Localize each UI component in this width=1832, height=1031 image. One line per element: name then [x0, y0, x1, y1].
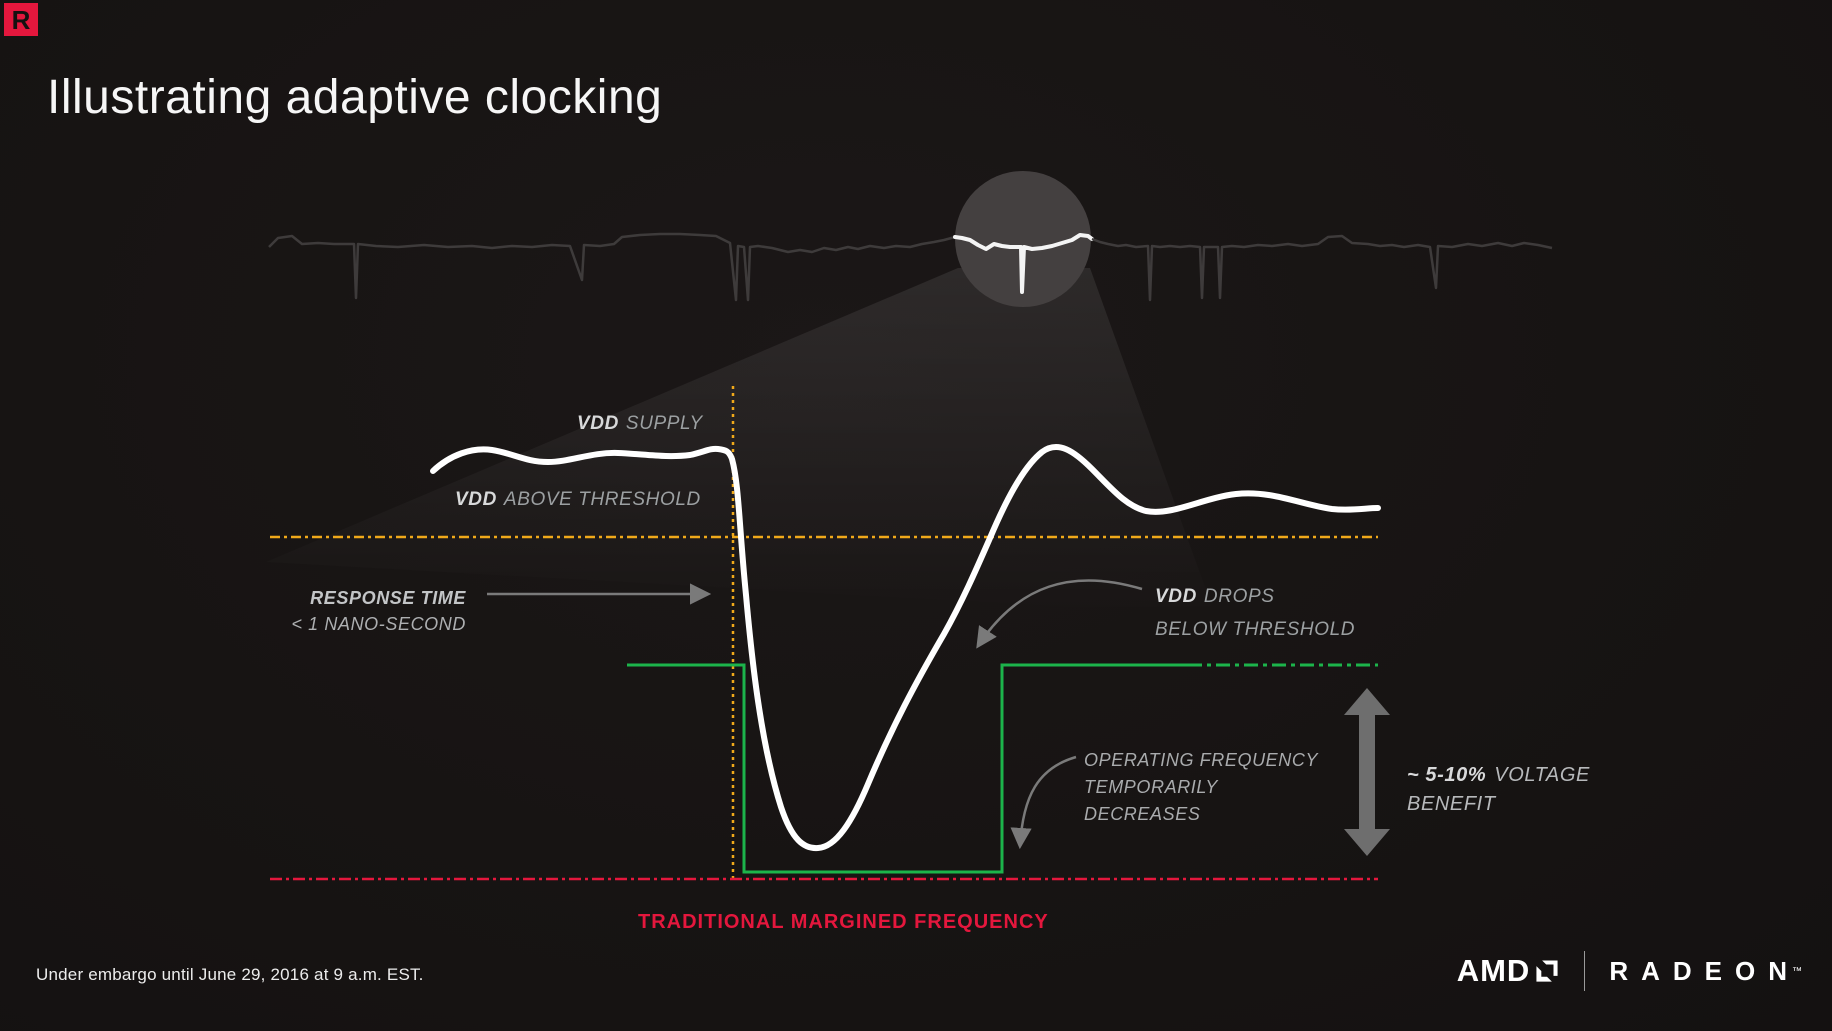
voltage-benefit-line2: BENEFIT: [1407, 793, 1496, 815]
operating-frequency-line2: TEMPORARILY: [1084, 777, 1218, 797]
embargo-notice: Under embargo until June 29, 2016 at 9 a…: [36, 965, 424, 984]
vdd-above-label-bold: VDD: [455, 489, 497, 510]
vdd-drops-label-rest: DROPS: [1203, 586, 1275, 607]
radeon-r-logo: R: [4, 3, 38, 36]
response-time-line1: RESPONSE TIME: [310, 588, 466, 608]
magnifier-circle: [955, 171, 1091, 307]
vdd-drops-arrow: [976, 579, 1143, 649]
voltage-benefit-label: ~ 5-10% VOLTAGE BENEFIT: [1407, 761, 1590, 819]
top-waveform-gray-left: [268, 232, 956, 302]
magnifier-beam: [266, 268, 1215, 615]
voltage-benefit-double-arrow: [1344, 688, 1390, 856]
voltage-benefit-bold: ~ 5-10%: [1407, 764, 1487, 786]
vdd-above-label-rest: ABOVE THRESHOLD: [503, 489, 701, 510]
vdd-drops-label-line2: BELOW THRESHOLD: [1155, 619, 1356, 640]
page-title: Illustrating adaptive clocking: [47, 71, 663, 124]
vdd-supply-label-rest: SUPPLY: [625, 413, 703, 434]
operating-frequency-label: OPERATING FREQUENCY TEMPORARILY DECREASE…: [1084, 747, 1318, 828]
traditional-margined-frequency-label: TRADITIONAL MARGINED FREQUENCY: [638, 911, 1049, 933]
vdd-drops-label-bold: VDD: [1155, 586, 1197, 607]
voltage-benefit-rest: VOLTAGE: [1494, 764, 1590, 786]
brand-divider: [1584, 951, 1586, 991]
top-waveform-gray-right: [1091, 234, 1553, 302]
vdd-supply-label: VDD SUPPLY: [577, 413, 703, 435]
vdd-supply-curve: [430, 444, 1381, 852]
vdd-above-threshold-label: VDD ABOVE THRESHOLD: [455, 489, 701, 511]
amd-wordmark: AMD: [1456, 953, 1531, 988]
operating-frequency-line: [627, 663, 1188, 874]
vdd-supply-label-bold: VDD: [577, 413, 619, 434]
operating-frequency-line1: OPERATING FREQUENCY: [1084, 750, 1319, 770]
radeon-wordmark: RADEON: [1609, 955, 1800, 986]
logo-letter: R: [11, 4, 31, 35]
operating-frequency-arrow: [1010, 755, 1077, 850]
response-time-line2: < 1 NANO-SECOND: [291, 614, 466, 634]
top-waveform-highlight: [953, 233, 1094, 294]
radeon-trademark: ™: [1792, 965, 1802, 977]
vdd-drops-label: VDD DROPS BELOW THRESHOLD: [1155, 586, 1355, 652]
operating-frequency-line3: DECREASES: [1084, 804, 1201, 824]
response-time-label: RESPONSE TIME < 1 NANO-SECOND: [258, 588, 466, 635]
brand-lockup: AMD RADEON ™: [1457, 948, 1802, 994]
amd-arrow-icon: [1536, 960, 1558, 982]
